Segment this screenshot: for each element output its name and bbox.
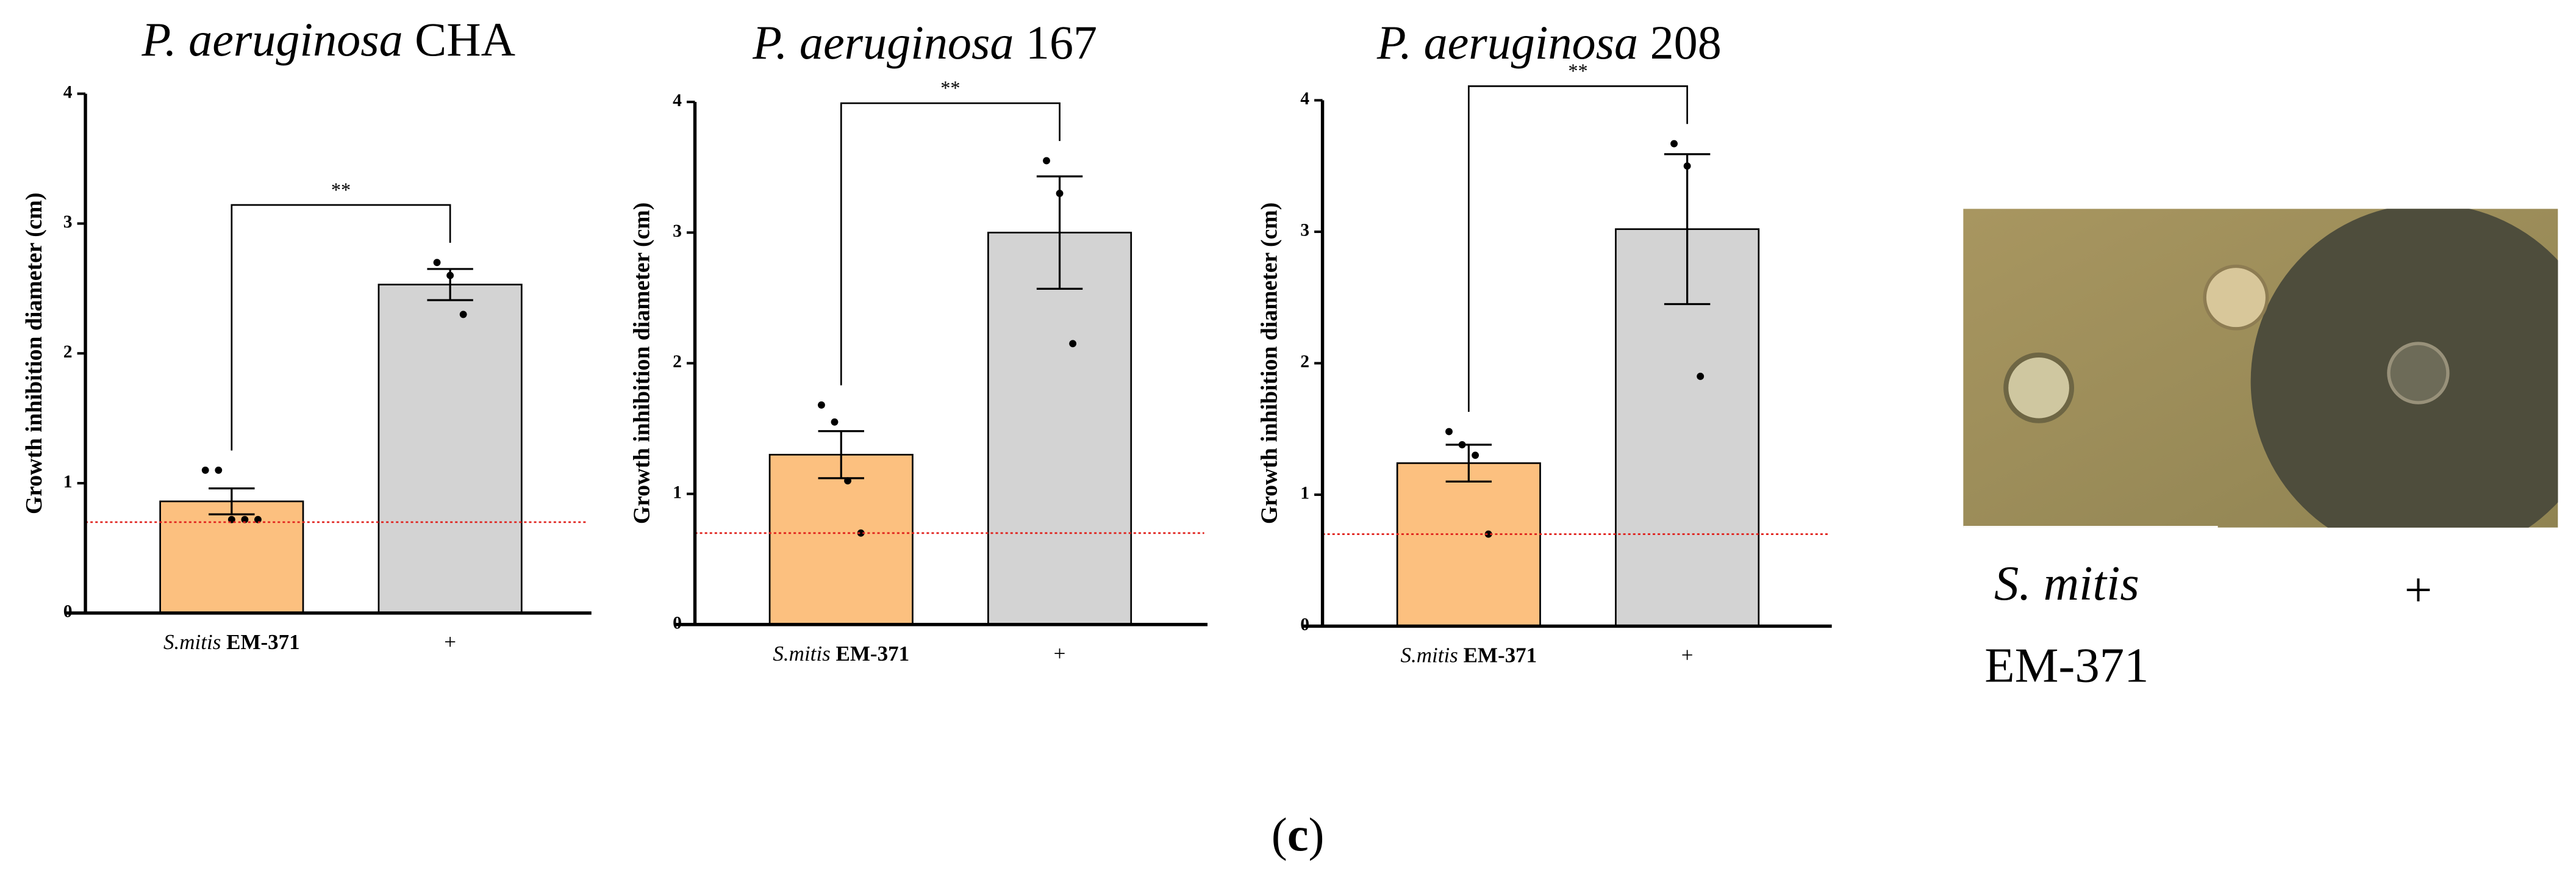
photo-label: + [2405, 563, 2433, 617]
text-span: EM-371 [1464, 644, 1537, 667]
chart-title: P. aeruginosa CHA [141, 13, 515, 66]
text-span: c [1287, 808, 1309, 861]
well [2203, 264, 2269, 331]
data-point [1069, 340, 1077, 348]
x-tick-label: + [1681, 644, 1694, 667]
y-tick-label: 2 [673, 352, 682, 372]
bar [768, 453, 914, 626]
significance-label: ** [331, 179, 351, 201]
plate-photo [1963, 209, 2558, 528]
data-point [1472, 451, 1479, 459]
y-axis-label: Growth inhibition diameter (cm) [1257, 203, 1283, 524]
y-axis-label: Growth inhibition diameter (cm) [21, 193, 47, 514]
well [2387, 342, 2450, 404]
data-point [459, 311, 467, 318]
caption: (c) [1272, 808, 1325, 861]
y-tick-label: 4 [63, 82, 73, 102]
y-axis-label: Growth inhibition diameter (cm) [629, 203, 655, 524]
photo-label: EM-371 [1984, 639, 2148, 693]
chart-title: P. aeruginosa 208 [1376, 16, 1722, 69]
y-tick-label: 1 [1300, 484, 1309, 503]
bar [987, 231, 1132, 626]
photo-edge [1963, 526, 2218, 528]
data-point [1445, 428, 1453, 436]
data-point [844, 477, 851, 485]
y-tick-label: 3 [673, 221, 682, 241]
data-point [1458, 441, 1466, 448]
data-point [818, 401, 825, 409]
data-point [1056, 190, 1064, 197]
text-span: EM-371 [836, 642, 910, 666]
significance-bracket [231, 204, 451, 451]
y-tick-label: 2 [63, 342, 73, 362]
error-bar [209, 487, 255, 515]
bar [377, 284, 523, 614]
error-bar [1664, 153, 1711, 306]
text-span: S.mitis [163, 630, 226, 654]
data-point [857, 529, 865, 537]
well [2003, 352, 2075, 423]
text-span: CHA [415, 13, 515, 66]
text-span: ) [1308, 808, 1324, 861]
x-tick-label: + [1054, 642, 1066, 666]
text-span: S.mitis [773, 642, 835, 666]
data-point [446, 271, 454, 279]
text-span: 208 [1650, 16, 1722, 69]
text-span: S.mitis [1400, 644, 1463, 667]
data-point [433, 259, 441, 267]
data-point [1697, 373, 1705, 380]
x-tick-label: + [444, 630, 456, 654]
significance-label: ** [1568, 60, 1587, 82]
chart-title: P. aeruginosa 167 [752, 16, 1097, 69]
significance-bracket [1467, 85, 1688, 412]
y-tick-label: 3 [1300, 221, 1309, 240]
significance-label: ** [940, 77, 960, 99]
text-span: P. aeruginosa [752, 16, 1026, 69]
y-tick-label: 1 [673, 483, 682, 502]
error-bar [818, 430, 864, 479]
text-span: P. aeruginosa [1376, 16, 1650, 69]
data-point [1670, 140, 1678, 148]
x-tick-label: S.mitis EM-371 [1400, 644, 1537, 667]
x-tick-label: S.mitis EM-371 [773, 642, 909, 666]
data-point [1043, 157, 1050, 165]
data-point [201, 466, 209, 474]
y-tick-label: 2 [1300, 352, 1309, 372]
y-tick-label: 4 [1300, 89, 1309, 109]
error-bar [1445, 443, 1492, 483]
text-span: P. aeruginosa [141, 13, 415, 66]
data-point [241, 515, 249, 523]
text-span: ( [1272, 808, 1287, 861]
significance-bracket [840, 102, 1061, 386]
x-tick-label: S.mitis EM-371 [163, 630, 300, 654]
photo-label: S. mitis [1994, 556, 2139, 611]
data-point [215, 466, 223, 474]
y-tick-label: 3 [63, 212, 73, 232]
bar [1396, 462, 1541, 627]
text-span: 167 [1026, 16, 1097, 69]
data-point [1683, 162, 1691, 170]
y-tick-label: 4 [673, 91, 682, 110]
y-tick-label: 1 [63, 472, 73, 492]
data-point [831, 418, 839, 426]
text-span: EM-371 [226, 630, 300, 654]
data-point [1484, 530, 1492, 538]
